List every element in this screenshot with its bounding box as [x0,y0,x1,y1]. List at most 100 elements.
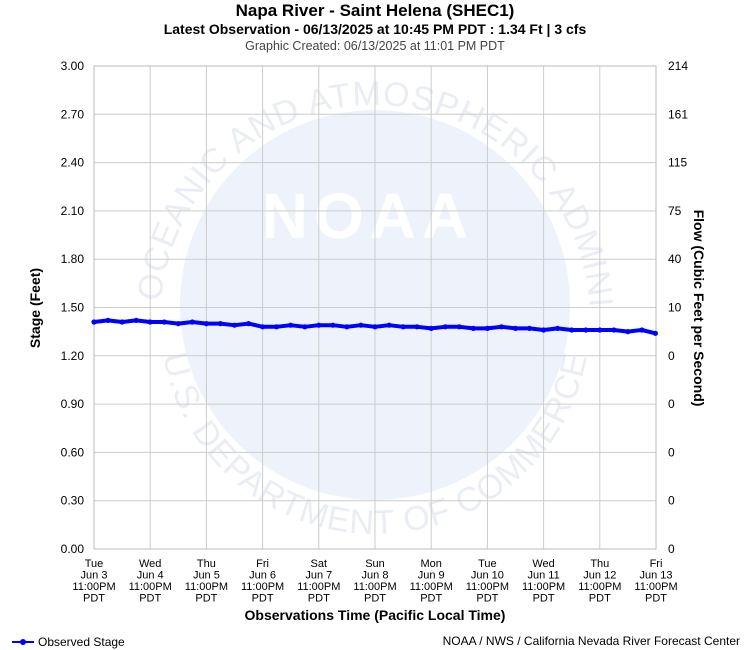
x-tick-label: Fri Jun 13 11:00PM PDT [634,558,677,605]
series-point [246,321,252,327]
series-point [372,324,378,330]
y2-tick-label: 115 [668,156,687,170]
x-tick-line: Thu [590,558,609,570]
plot-border [93,65,657,550]
x-tick-line: PDT [420,593,442,605]
x-tick-line: 11:00PM [129,581,172,593]
y-tick-label: 3.00 [61,59,85,73]
legend-label: Observed Stage [38,635,125,649]
x-tick-line: 11:00PM [634,581,677,593]
series-point [231,322,238,328]
x-tick-label: Tue Jun 3 11:00PM PDT [72,558,115,605]
series-point [498,324,504,330]
x-tick-line: Jun 3 [81,570,108,582]
series-point [583,327,589,333]
series-point [316,322,322,328]
noaa-watermark: NOAA NATIONAL OCEANIC AND ATMOSPHERIC AD… [0,0,619,542]
x-tick-line: PDT [533,593,555,605]
x-tick-line: Jun 7 [305,570,332,582]
x-tick-label: Wed Jun 4 11:00PM PDT [129,558,172,605]
y2-tick-label: 161 [668,107,688,121]
series-point [541,327,547,333]
series-point [91,319,97,325]
x-tick-line: PDT [589,593,611,605]
series-point [260,324,266,330]
x-tick-line: 11:00PM [578,581,621,593]
x-tick-line: Wed [139,558,161,570]
y2-tick-label: 0 [668,349,675,363]
y-tick-label: 1.20 [61,349,85,363]
series-point [428,325,434,331]
x-tick-line: 11:00PM [410,581,453,593]
grid [93,65,657,550]
y-tick-label: 0.00 [61,542,85,556]
watermark-logo-text: NOAA [262,180,474,252]
series-point [189,319,195,325]
x-tick-label: Fri Jun 6 11:00PM PDT [241,558,284,605]
x-tick-line: 11:00PM [185,581,228,593]
x-tick-line: Mon [420,558,441,570]
series-point [555,325,561,331]
series-point [470,325,476,331]
x-tick-line: 11:00PM [466,581,509,593]
x-tick-line: PDT [252,593,274,605]
x-tick-line: Jun 5 [193,570,220,582]
x-tick-line: Sun [365,558,385,570]
y-tick-label: 2.70 [61,107,85,121]
x-tick-line: 11:00PM [297,581,340,593]
y2-tick-label: 0 [668,542,675,556]
x-tick-line: Jun 9 [418,570,445,582]
y-tick-label: 0.90 [61,397,85,411]
series-point [217,321,223,327]
y-tick-label: 2.40 [61,156,85,170]
y2-tick-label: 0 [668,397,675,411]
x-tick-line: Tue [478,558,497,570]
x-axis-label: Observations Time (Pacific Local Time) [245,607,506,623]
series-point [512,325,519,331]
x-tick-label: Sat Jun 7 11:00PM PDT [297,558,340,605]
x-tick-line: Jun 11 [527,570,559,582]
series-point [175,321,181,327]
x-tick-line: PDT [195,593,217,605]
x-tick-label: Thu Jun 5 11:00PM PDT [185,558,228,605]
y-axis-ticks: 3.00 2.70 2.40 2.10 1.80 1.50 1.20 0.90 0.60 0.30… [61,59,85,556]
graphic-created: Graphic Created: 06/13/2025 at 11:01 PM … [245,39,505,53]
series-point [484,325,490,331]
x-tick-label: Tue Jun 10 11:00PM PDT [466,558,509,605]
x-tick-line: PDT [83,593,105,605]
x-tick-line: PDT [476,593,498,605]
x-tick-line: 11:00PM [353,581,396,593]
y-tick-label: 2.10 [61,204,85,218]
series-point [119,319,125,325]
x-tick-line: Jun 6 [249,570,276,582]
x-tick-line: Sat [311,558,328,570]
series-point [652,330,659,336]
x-tick-line: Fri [650,558,663,570]
y-tick-label: 1.50 [61,301,85,315]
x-tick-line: PDT [364,593,386,605]
x-tick-line: Jun 8 [362,570,389,582]
series-point [133,317,139,323]
y2-tick-label: 75 [668,204,682,218]
y2-axis-label: Flow (Cubic Feet per Second) [691,210,707,407]
x-tick-label: Sun Jun 8 11:00PM PDT [353,558,396,605]
series-point [288,322,294,328]
x-tick-label: Thu Jun 12 11:00PM PDT [578,558,621,605]
y2-axis-ticks: 214 161 115 75 40 10 0 0 0 0 0 [668,59,688,556]
legend-swatch-icon [12,637,34,647]
x-tick-line: Jun 10 [471,570,504,582]
x-tick-line: Thu [197,558,216,570]
series-point [611,327,617,333]
series-point [330,322,336,328]
legend: Observed Stage [12,635,125,649]
x-tick-line: Tue [85,558,104,570]
y2-tick-label: 214 [668,59,688,73]
series-point [597,327,603,333]
footer-credit: NOAA / NWS / California Nevada River For… [442,634,740,648]
x-tick-line: PDT [139,593,161,605]
latest-observation: Latest Observation - 06/13/2025 at 10:45… [163,21,587,37]
y-tick-label: 1.80 [61,252,85,266]
series-point [569,327,575,333]
x-tick-line: PDT [645,593,667,605]
